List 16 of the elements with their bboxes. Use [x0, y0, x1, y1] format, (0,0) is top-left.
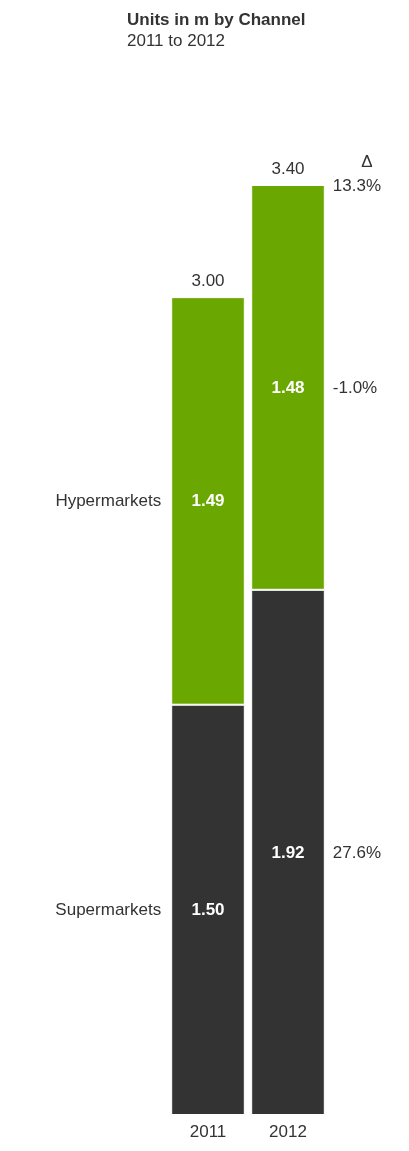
data-label: 1.49: [191, 491, 225, 511]
data-label: 1.48: [271, 377, 305, 397]
series-label: Hypermarkets: [55, 491, 162, 511]
series-label: Supermarkets: [55, 900, 162, 920]
x-tick-label: 2012: [269, 1122, 307, 1141]
text: Δ: [361, 151, 373, 171]
total-label: 3.00: [191, 271, 225, 291]
total-label: 3.40: [271, 159, 305, 178]
annotation: 13.3%: [332, 175, 381, 195]
text: -1.0%: [332, 377, 378, 397]
data-label: 1.92: [271, 842, 305, 862]
text: 27.6%: [332, 842, 381, 862]
x-tick-label: 2011: [189, 1122, 227, 1141]
chart-subtitle: 2011 to 2012: [127, 31, 225, 50]
data-label: 1.50: [191, 900, 225, 920]
chart-title: Units in m by Channel: [127, 10, 306, 29]
